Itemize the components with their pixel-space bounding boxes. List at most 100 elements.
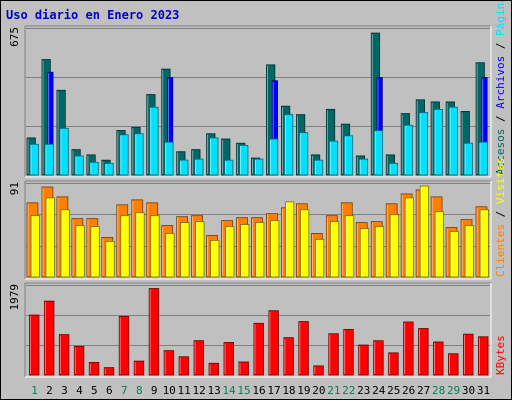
y-max-label: 675	[8, 27, 21, 47]
legend-visits: Clientes / Visitas	[494, 158, 507, 277]
bar-paginas-day-26	[403, 124, 413, 176]
bar-paginas-day-20	[313, 159, 324, 176]
bar-visitas-day-13	[210, 240, 220, 278]
legend-entry: KBytes	[494, 335, 507, 375]
x-tick-label-day-11: 11	[178, 384, 191, 397]
legend-entry: /	[494, 36, 507, 56]
bar-paginas-day-4	[74, 155, 84, 176]
bar-visitas-day-12	[195, 221, 205, 278]
x-tick-label-day-31: 31	[477, 384, 490, 397]
series-kbytes	[28, 288, 489, 376]
bar-visitas-day-9	[150, 215, 160, 278]
bar-kbytes-day-28	[433, 341, 444, 376]
bar-kbytes-day-1	[28, 314, 40, 376]
bar-paginas-day-3	[59, 127, 69, 176]
x-tick-label-day-12: 12	[193, 384, 206, 397]
legend-hits: Accesos / Archivos / Páginas	[494, 1, 507, 175]
bar-visitas-day-4	[75, 225, 85, 278]
bar-visitas-day-8	[135, 212, 145, 278]
bar-kbytes-day-16	[253, 322, 264, 376]
panel-hits: 675 Accesos / Archivos / Páginas	[8, 1, 507, 178]
bar-visitas-day-31	[479, 209, 489, 278]
bar-paginas-day-24	[373, 130, 384, 176]
bar-paginas-day-29	[448, 106, 458, 176]
panel-kbytes: 1979 KBytes	[8, 282, 507, 378]
x-tick-label-day-7: 7	[121, 384, 128, 397]
x-tick-label-day-15: 15	[237, 384, 250, 397]
bar-paginas-day-9	[149, 106, 159, 176]
bar-paginas-day-18	[284, 114, 294, 176]
bar-kbytes-day-30	[463, 333, 474, 376]
bar-kbytes-day-14	[223, 342, 234, 376]
bar-kbytes-day-11	[178, 356, 190, 376]
bar-paginas-day-15	[239, 144, 249, 176]
bar-kbytes-day-22	[343, 328, 354, 376]
legend-entry: Archivos	[494, 56, 507, 109]
bar-kbytes-day-10	[163, 350, 175, 376]
x-tick-label-day-28: 28	[432, 384, 445, 397]
bar-visitas-day-27	[419, 185, 429, 278]
bar-visitas-day-20	[315, 239, 325, 278]
panel-visits: 91 Clientes / Visitas	[8, 158, 507, 280]
bar-visitas-day-28	[434, 211, 444, 278]
x-tick-label-day-29: 29	[447, 384, 460, 397]
bar-visitas-day-5	[90, 226, 100, 278]
series-visitas	[30, 185, 489, 278]
bar-kbytes-day-26	[403, 321, 414, 376]
x-tick-label-day-26: 26	[402, 384, 415, 397]
x-tick-label-day-25: 25	[387, 384, 400, 397]
x-tick-label-day-9: 9	[151, 384, 158, 397]
bar-visitas-day-18	[285, 201, 295, 278]
bar-paginas-day-22	[343, 135, 354, 176]
bar-paginas-day-11	[179, 159, 189, 176]
bar-kbytes-day-21	[328, 333, 339, 376]
bar-visitas-day-14	[225, 226, 235, 278]
bar-visitas-day-1	[30, 215, 40, 278]
x-tick-label-day-13: 13	[207, 384, 220, 397]
legend-entry: /	[494, 109, 507, 129]
bar-kbytes-day-7	[118, 315, 130, 376]
bar-visitas-day-11	[180, 222, 190, 278]
bar-paginas-day-31	[478, 141, 488, 176]
bar-paginas-day-6	[104, 162, 114, 176]
bar-visitas-day-10	[165, 233, 175, 278]
x-tick-label-day-17: 17	[267, 384, 280, 397]
bar-kbytes-day-23	[358, 344, 369, 376]
x-tick-label-day-14: 14	[222, 384, 236, 397]
bar-paginas-day-12	[194, 158, 204, 176]
bar-kbytes-day-13	[208, 362, 219, 376]
bar-visitas-day-25	[389, 214, 400, 278]
x-tick-label-day-1: 1	[31, 384, 38, 397]
x-tick-label-day-10: 10	[163, 384, 176, 397]
bar-visitas-day-7	[120, 215, 130, 278]
legend-entry: Clientes	[494, 224, 507, 277]
legend-kbytes: KBytes	[494, 335, 507, 375]
series-paginas	[29, 106, 488, 176]
bar-visitas-day-15	[240, 224, 250, 278]
x-tick-label-day-3: 3	[61, 384, 68, 397]
x-tick-label-day-6: 6	[106, 384, 113, 397]
bar-kbytes-day-29	[448, 353, 459, 376]
bar-visitas-day-6	[105, 240, 115, 278]
bar-kbytes-day-2	[43, 300, 55, 376]
legend-entry: Accesos	[494, 129, 507, 175]
bar-paginas-day-7	[119, 134, 129, 176]
bar-visitas-day-3	[60, 209, 70, 278]
bar-visitas-day-17	[270, 220, 280, 278]
y-max-label: 1979	[8, 284, 21, 311]
bar-visitas-day-16	[255, 222, 265, 278]
bar-kbytes-day-17	[268, 310, 279, 376]
x-tick-label-day-18: 18	[282, 384, 295, 397]
x-tick-label-day-27: 27	[417, 384, 430, 397]
bar-visitas-day-23	[359, 228, 370, 278]
bar-paginas-day-21	[328, 140, 339, 176]
bar-paginas-day-14	[224, 159, 234, 176]
bar-paginas-day-5	[89, 161, 99, 176]
bar-kbytes-day-3	[58, 334, 70, 376]
bar-kbytes-day-9	[148, 288, 160, 376]
bar-kbytes-day-5	[88, 361, 100, 376]
bar-paginas-day-8	[134, 133, 144, 176]
bar-paginas-day-25	[388, 162, 399, 176]
bar-kbytes-day-15	[238, 361, 249, 376]
